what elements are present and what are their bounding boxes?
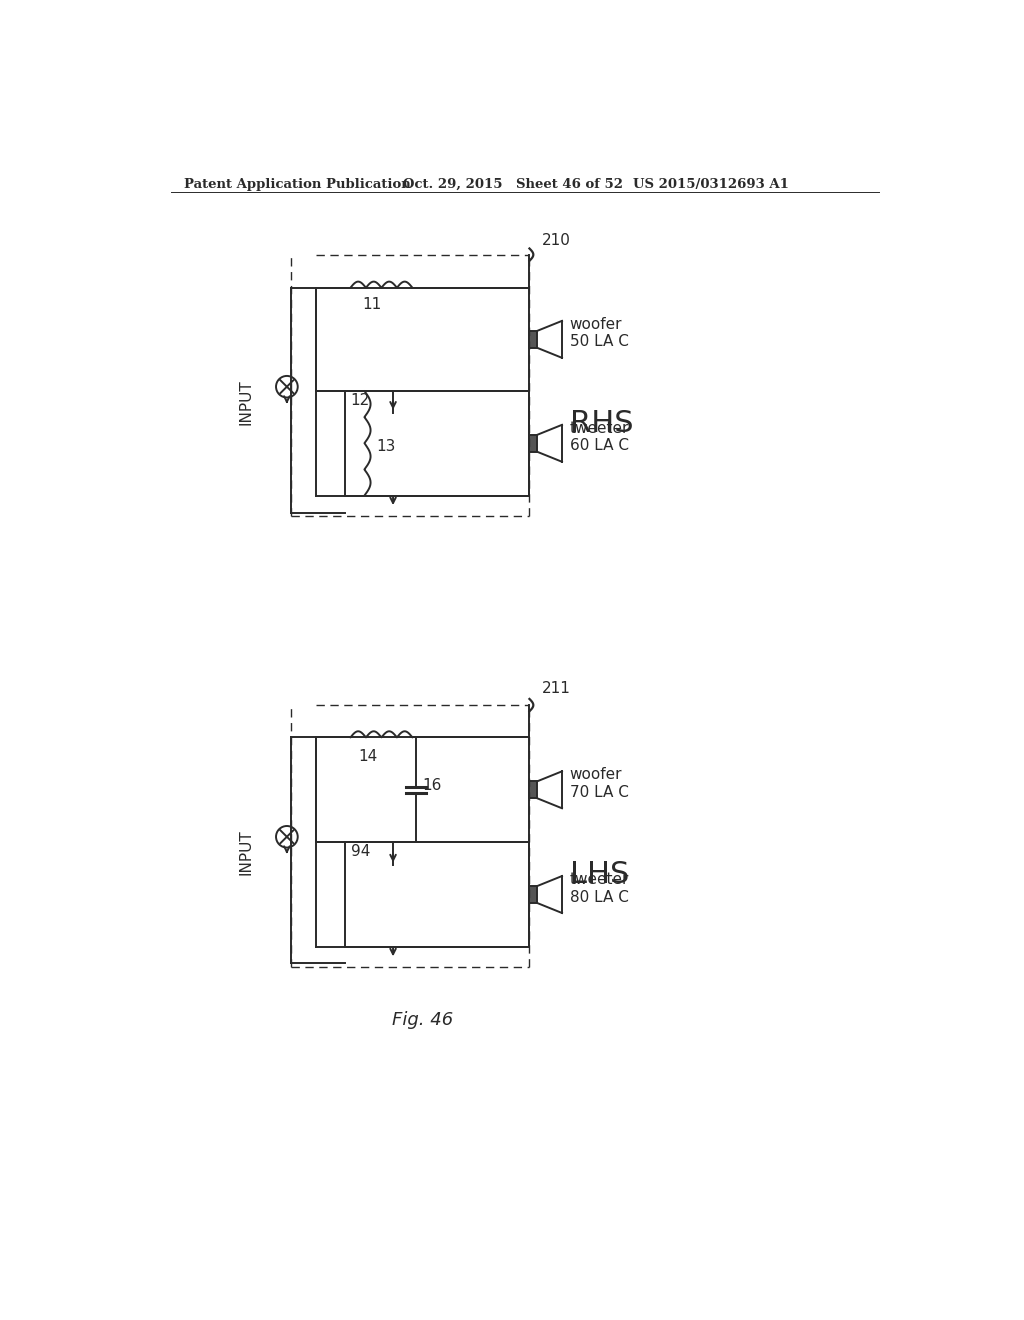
Bar bbox=[529, 781, 538, 799]
Bar bbox=[529, 434, 538, 451]
Bar bbox=[529, 886, 538, 903]
Text: tweeter
60 LA C: tweeter 60 LA C bbox=[569, 421, 629, 453]
Text: Oct. 29, 2015: Oct. 29, 2015 bbox=[403, 178, 503, 190]
Text: RHS: RHS bbox=[569, 409, 634, 438]
Text: Sheet 46 of 52: Sheet 46 of 52 bbox=[515, 178, 623, 190]
Text: 210: 210 bbox=[542, 234, 570, 248]
Text: woofer
50 LA C: woofer 50 LA C bbox=[569, 317, 629, 350]
Text: 94: 94 bbox=[351, 843, 371, 859]
Text: tweeter
80 LA C: tweeter 80 LA C bbox=[569, 873, 629, 904]
Text: woofer
70 LA C: woofer 70 LA C bbox=[569, 767, 629, 800]
Text: US 2015/0312693 A1: US 2015/0312693 A1 bbox=[633, 178, 790, 190]
Bar bbox=[315, 288, 529, 391]
Text: INPUT: INPUT bbox=[239, 379, 253, 425]
Text: 13: 13 bbox=[376, 440, 395, 454]
Bar bbox=[529, 331, 538, 348]
Text: INPUT: INPUT bbox=[239, 829, 253, 875]
Text: Patent Application Publication: Patent Application Publication bbox=[183, 178, 411, 190]
Text: LHS: LHS bbox=[569, 859, 629, 888]
Bar bbox=[345, 842, 529, 946]
Text: 211: 211 bbox=[542, 681, 570, 696]
Text: 11: 11 bbox=[362, 297, 381, 313]
Bar bbox=[345, 391, 529, 496]
Text: Fig. 46: Fig. 46 bbox=[392, 1011, 454, 1028]
Text: 16: 16 bbox=[423, 779, 442, 793]
Text: 14: 14 bbox=[358, 748, 378, 763]
Text: 12: 12 bbox=[350, 392, 370, 408]
Bar bbox=[315, 738, 529, 842]
